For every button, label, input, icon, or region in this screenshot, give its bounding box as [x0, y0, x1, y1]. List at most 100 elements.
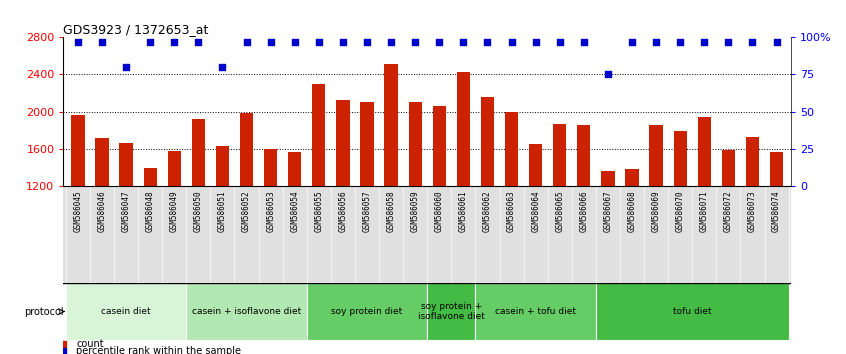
Bar — [602, 171, 614, 186]
Bar — [240, 113, 253, 186]
Bar — [360, 102, 374, 186]
Bar — [66, 283, 186, 340]
Text: count: count — [76, 339, 104, 349]
Point — [384, 39, 398, 45]
Point — [553, 39, 567, 45]
Text: GSM586050: GSM586050 — [194, 191, 203, 232]
Bar — [96, 137, 108, 186]
Point — [239, 39, 253, 45]
Bar — [553, 124, 566, 186]
Bar — [457, 72, 470, 186]
Point — [432, 39, 446, 45]
Point — [650, 39, 663, 45]
Text: GSM586071: GSM586071 — [700, 191, 709, 232]
Text: GSM586070: GSM586070 — [676, 191, 684, 232]
Text: GSM586064: GSM586064 — [531, 191, 540, 232]
Text: GSM586059: GSM586059 — [410, 191, 420, 232]
Text: GSM586046: GSM586046 — [97, 191, 107, 232]
Bar — [625, 169, 639, 186]
Point — [360, 39, 374, 45]
Text: GSM586052: GSM586052 — [242, 191, 251, 232]
Point — [745, 39, 759, 45]
Bar — [577, 125, 591, 186]
Text: casein diet: casein diet — [102, 307, 151, 316]
Point — [770, 39, 783, 45]
Text: GSM586047: GSM586047 — [122, 191, 130, 232]
Bar — [192, 119, 205, 186]
Text: protocol: protocol — [25, 307, 64, 316]
Bar — [216, 146, 229, 186]
Point — [312, 39, 326, 45]
Point — [602, 72, 615, 77]
Point — [288, 39, 301, 45]
Text: GSM586073: GSM586073 — [748, 191, 757, 232]
Bar — [307, 283, 427, 340]
Text: GSM586067: GSM586067 — [603, 191, 613, 232]
Point — [144, 39, 157, 45]
Bar — [746, 137, 759, 186]
Bar — [722, 150, 735, 186]
Bar — [698, 117, 711, 186]
Bar — [336, 101, 349, 186]
Bar — [673, 131, 687, 186]
Bar — [384, 64, 398, 186]
Bar — [71, 115, 85, 186]
Point — [119, 64, 133, 70]
Point — [481, 39, 494, 45]
Point — [96, 39, 109, 45]
Text: soy protein diet: soy protein diet — [332, 307, 403, 316]
Text: GSM586060: GSM586060 — [435, 191, 444, 232]
Text: GSM586053: GSM586053 — [266, 191, 275, 232]
Text: casein + tofu diet: casein + tofu diet — [495, 307, 576, 316]
Bar — [770, 152, 783, 186]
Text: GSM586072: GSM586072 — [724, 191, 733, 232]
Text: GSM586045: GSM586045 — [74, 191, 82, 232]
Point — [409, 39, 422, 45]
Bar — [288, 152, 301, 186]
Point — [529, 39, 542, 45]
Bar — [529, 144, 542, 186]
Text: GSM586049: GSM586049 — [170, 191, 179, 232]
Point — [457, 39, 470, 45]
Point — [577, 39, 591, 45]
Bar — [144, 168, 157, 186]
Bar — [427, 283, 475, 340]
Text: soy protein +
isoflavone diet: soy protein + isoflavone diet — [418, 302, 485, 321]
Point — [71, 39, 85, 45]
Text: GSM586048: GSM586048 — [146, 191, 155, 232]
Point — [191, 39, 205, 45]
Text: GSM586057: GSM586057 — [362, 191, 371, 232]
Text: GSM586069: GSM586069 — [651, 191, 661, 232]
Bar — [168, 150, 181, 186]
Point — [168, 39, 181, 45]
Text: GSM586055: GSM586055 — [315, 191, 323, 232]
Bar — [432, 106, 446, 186]
Text: GSM586051: GSM586051 — [218, 191, 227, 232]
Text: casein + isoflavone diet: casein + isoflavone diet — [192, 307, 301, 316]
Bar — [409, 102, 422, 186]
Text: GSM586054: GSM586054 — [290, 191, 299, 232]
Text: GSM586065: GSM586065 — [555, 191, 564, 232]
Text: GSM586062: GSM586062 — [483, 191, 492, 232]
Bar — [312, 84, 326, 186]
Bar — [505, 113, 518, 186]
Text: GSM586066: GSM586066 — [580, 191, 588, 232]
Text: GSM586058: GSM586058 — [387, 191, 396, 232]
Point — [336, 39, 349, 45]
Text: GSM586068: GSM586068 — [628, 191, 636, 232]
Bar — [481, 97, 494, 186]
Text: GSM586074: GSM586074 — [772, 191, 781, 232]
Point — [697, 39, 711, 45]
Bar — [475, 283, 596, 340]
Bar — [650, 125, 662, 186]
Text: GSM586061: GSM586061 — [459, 191, 468, 232]
Bar — [264, 149, 277, 186]
Point — [673, 39, 687, 45]
Text: tofu diet: tofu diet — [673, 307, 711, 316]
Bar — [596, 283, 788, 340]
Point — [722, 39, 735, 45]
Point — [264, 39, 277, 45]
Bar — [119, 143, 133, 186]
Bar — [186, 283, 307, 340]
Text: percentile rank within the sample: percentile rank within the sample — [76, 346, 241, 354]
